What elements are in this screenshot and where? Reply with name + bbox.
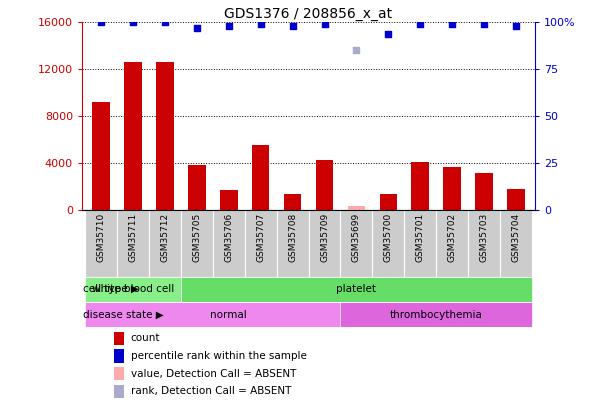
Point	[224, 23, 233, 29]
Text: GSM35701: GSM35701	[416, 213, 425, 262]
Point	[288, 23, 297, 29]
Text: GSM35703: GSM35703	[480, 213, 488, 262]
Text: white blood cell: white blood cell	[92, 284, 174, 294]
Bar	[188, 165, 206, 210]
Bar	[114, 332, 124, 345]
Bar	[114, 385, 124, 398]
Point	[479, 21, 489, 28]
Point	[192, 25, 202, 31]
Point	[447, 21, 457, 28]
Text: GSM35706: GSM35706	[224, 213, 233, 262]
Text: normal: normal	[210, 310, 247, 320]
FancyBboxPatch shape	[117, 210, 149, 277]
FancyBboxPatch shape	[372, 210, 404, 277]
Text: rank, Detection Call = ABSENT: rank, Detection Call = ABSENT	[131, 386, 291, 396]
Text: GSM35700: GSM35700	[384, 213, 393, 262]
Text: GSM35704: GSM35704	[511, 213, 520, 262]
Bar	[92, 102, 110, 210]
Text: count: count	[131, 333, 160, 343]
Bar	[85, 302, 372, 327]
Point	[320, 21, 330, 28]
Point	[256, 21, 266, 28]
Bar	[412, 162, 429, 210]
Text: GSM35712: GSM35712	[161, 213, 170, 262]
FancyBboxPatch shape	[277, 210, 308, 277]
FancyBboxPatch shape	[85, 210, 117, 277]
Text: thrombocythemia: thrombocythemia	[390, 310, 483, 320]
Text: cell type ▶: cell type ▶	[83, 284, 139, 294]
Point	[128, 19, 138, 26]
Point	[351, 47, 361, 53]
Title: GDS1376 / 208856_x_at: GDS1376 / 208856_x_at	[224, 7, 393, 21]
FancyBboxPatch shape	[468, 210, 500, 277]
Text: percentile rank within the sample: percentile rank within the sample	[131, 351, 306, 361]
Bar	[443, 167, 461, 210]
Text: value, Detection Call = ABSENT: value, Detection Call = ABSENT	[131, 369, 296, 379]
Bar	[85, 277, 181, 302]
Bar	[181, 277, 532, 302]
Bar	[316, 160, 333, 210]
FancyBboxPatch shape	[245, 210, 277, 277]
Text: platelet: platelet	[336, 284, 376, 294]
FancyBboxPatch shape	[213, 210, 245, 277]
Bar	[114, 367, 124, 380]
Point	[384, 30, 393, 37]
FancyBboxPatch shape	[436, 210, 468, 277]
Bar	[348, 206, 365, 210]
Text: disease state ▶: disease state ▶	[83, 310, 164, 320]
Bar	[507, 189, 525, 210]
Text: GSM35705: GSM35705	[192, 213, 201, 262]
Point	[415, 21, 425, 28]
FancyBboxPatch shape	[308, 210, 340, 277]
Text: GSM35709: GSM35709	[320, 213, 329, 262]
Text: GSM35702: GSM35702	[447, 213, 457, 262]
Bar	[252, 145, 269, 210]
Bar	[340, 302, 532, 327]
Text: GSM35708: GSM35708	[288, 213, 297, 262]
FancyBboxPatch shape	[404, 210, 436, 277]
Text: GSM35711: GSM35711	[129, 213, 137, 262]
Bar	[125, 62, 142, 210]
Text: GSM35707: GSM35707	[256, 213, 265, 262]
Point	[96, 19, 106, 26]
Bar	[379, 194, 397, 210]
Point	[511, 23, 521, 29]
Text: GSM35699: GSM35699	[352, 213, 361, 262]
Bar	[114, 350, 124, 363]
FancyBboxPatch shape	[149, 210, 181, 277]
Bar	[284, 194, 302, 210]
Bar	[156, 62, 174, 210]
Bar	[220, 190, 238, 210]
FancyBboxPatch shape	[340, 210, 372, 277]
Text: GSM35710: GSM35710	[97, 213, 106, 262]
FancyBboxPatch shape	[181, 210, 213, 277]
Point	[160, 19, 170, 26]
Bar	[475, 173, 492, 210]
FancyBboxPatch shape	[500, 210, 532, 277]
